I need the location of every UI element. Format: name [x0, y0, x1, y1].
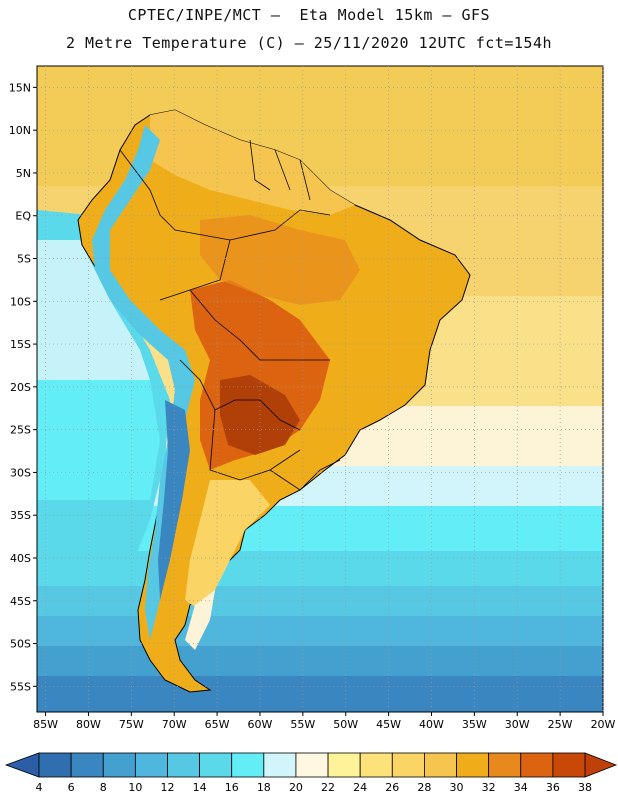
colorbar-left-arrow [4, 752, 40, 778]
colorbar-swatch [327, 752, 361, 778]
lat-label: 45S [10, 595, 31, 608]
colorbar-swatch [231, 752, 265, 778]
lat-label: 10S [10, 295, 31, 308]
colorbar-swatch [263, 752, 297, 778]
colorbar-label: 14 [193, 781, 207, 794]
lat-label: 5S [17, 253, 31, 266]
lon-label: 70W [162, 718, 187, 731]
lat-label: EQ [15, 210, 31, 223]
lat-label: 15N [9, 81, 31, 94]
colorbar-swatch [424, 752, 457, 778]
colorbar-label: 38 [578, 781, 592, 794]
colorbar-label: 12 [160, 781, 174, 794]
country-borders [119, 139, 341, 491]
colorbar-label: 24 [353, 781, 367, 794]
colorbar-label: 28 [417, 781, 431, 794]
colorbar [4, 752, 618, 778]
colorbar-swatch [391, 752, 425, 778]
colorbar-label: 8 [100, 781, 107, 794]
ocean-band-very-cold [37, 646, 603, 676]
colorbar-label: 26 [385, 781, 399, 794]
colorbar-label: 34 [514, 781, 528, 794]
patagonia-zone [185, 590, 215, 650]
lon-label: 85W [33, 718, 58, 731]
colorbar-label: 18 [257, 781, 271, 794]
colorbar-swatch [134, 752, 168, 778]
colorbar-right-arrow [584, 752, 618, 778]
lat-label: 15S [10, 338, 31, 351]
colorbar-swatch [456, 752, 490, 778]
colorbar-swatch [38, 752, 72, 778]
colorbar-swatch [167, 752, 200, 778]
colorbar-swatch [295, 752, 329, 778]
longitude-ticks: 85W 80W 75W 70W 65W 60W 55W 50W 45W 40W 35W 30W 25W 2… [33, 712, 616, 731]
colorbar-swatch [359, 752, 393, 778]
map-title-line2: 2 Metre Temperature (C) – 25/11/2020 12U… [65, 34, 553, 52]
lon-label: 65W [205, 718, 230, 731]
lon-label: 75W [119, 718, 144, 731]
southern-cone-zone [185, 480, 270, 610]
lat-label: 40S [10, 552, 31, 565]
pacific-mild-zone [37, 240, 150, 380]
colorbar-labels: 4 6 8 10 12 14 16 18 20 22 24 26 28 30 32 34 36 38 [36, 781, 593, 794]
map-area [37, 66, 603, 712]
colorbar-label: 6 [68, 781, 75, 794]
ocean-band-south [37, 676, 603, 712]
lon-label: 55W [290, 718, 315, 731]
colorbar-label: 10 [128, 781, 142, 794]
pacific-cold-zone [37, 380, 160, 500]
lon-label: 35W [462, 718, 487, 731]
colorbar-swatch [199, 752, 233, 778]
colorbar-label: 20 [289, 781, 303, 794]
lat-label: 35S [10, 509, 31, 522]
colorbar-label: 30 [450, 781, 464, 794]
colorbar-label: 16 [225, 781, 239, 794]
lat-label: 5N [16, 167, 31, 180]
andes-cold-core [158, 400, 190, 600]
map-title-line1: CPTEC/INPE/MCT – Eta Model 15km – GFS [127, 6, 491, 24]
lon-label: 50W [333, 718, 358, 731]
colorbar-label: 22 [321, 781, 335, 794]
colorbar-swatch [520, 752, 554, 778]
lon-label: 80W [76, 718, 101, 731]
lat-label: 25S [10, 424, 31, 437]
lon-label: 40W [419, 718, 444, 731]
lat-label: 55S [10, 680, 31, 693]
lat-label: 10N [9, 124, 31, 137]
lat-label: 20S [10, 381, 31, 394]
lon-label: 60W [248, 718, 273, 731]
colorbar-label: 36 [546, 781, 560, 794]
latitude-ticks: 15N 10N 5N EQ 5S 10S 15S 20S 25S 30S 35S 40S 45S 50S 5… [9, 81, 37, 693]
colorbar-label: 4 [36, 781, 43, 794]
lon-label: 25W [548, 718, 573, 731]
lon-label: 30W [505, 718, 530, 731]
colorbar-swatch [488, 752, 522, 778]
lon-label: 45W [376, 718, 401, 731]
colorbar-label: 32 [482, 781, 496, 794]
ocean-band-colder [37, 616, 603, 646]
lon-label: 20W [591, 718, 616, 731]
colorbar-swatch [70, 752, 104, 778]
colorbar-swatch [552, 752, 586, 778]
lat-label: 30S [10, 466, 31, 479]
map-frame [36, 65, 604, 713]
colorbar-swatch [102, 752, 136, 778]
lat-label: 50S [10, 638, 31, 651]
